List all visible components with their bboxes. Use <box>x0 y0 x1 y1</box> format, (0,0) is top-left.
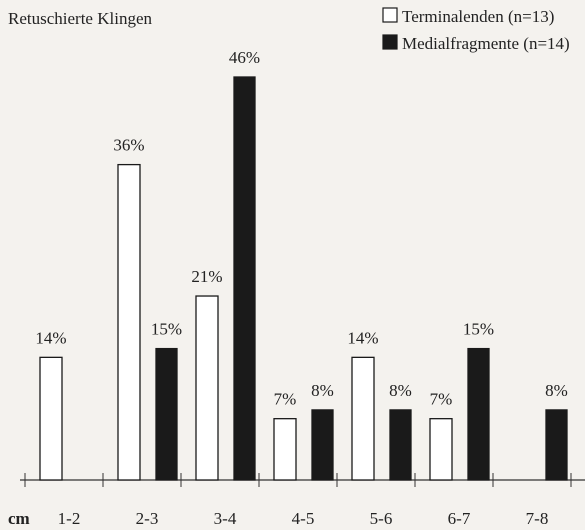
data-label: 46% <box>229 48 260 67</box>
x-tick-label: 2-3 <box>136 509 159 528</box>
chart-title: Retuschierte Klingen <box>8 9 152 28</box>
bar <box>467 347 490 481</box>
data-label: 7% <box>430 390 453 409</box>
data-label: 8% <box>311 381 334 400</box>
data-label: 8% <box>389 381 412 400</box>
x-tick-label: 6-7 <box>448 509 471 528</box>
bar <box>389 409 412 481</box>
x-tick-label: 7-8 <box>526 509 549 528</box>
data-label: 14% <box>35 328 66 347</box>
x-axis-label: cm <box>8 509 30 528</box>
bar <box>117 163 141 481</box>
bar <box>233 76 256 481</box>
data-label: 14% <box>347 328 378 347</box>
data-label: 21% <box>191 267 222 286</box>
x-tick-label: 4-5 <box>292 509 315 528</box>
bar <box>39 356 63 481</box>
legend-label: Medialfragmente (n=14) <box>402 34 570 53</box>
x-tick-label: 5-6 <box>370 509 393 528</box>
legend-swatch <box>382 7 398 23</box>
legend-label: Terminalenden (n=13) <box>402 7 554 26</box>
legend-swatch <box>382 34 398 50</box>
bar <box>155 347 178 481</box>
bar <box>195 295 219 481</box>
data-label: 15% <box>463 320 494 339</box>
bar <box>273 418 297 481</box>
data-label: 8% <box>545 381 568 400</box>
x-tick-label: 3-4 <box>214 509 237 528</box>
data-label: 7% <box>274 390 297 409</box>
bar <box>429 418 453 481</box>
bar <box>351 356 375 481</box>
x-tick-label: 1-2 <box>58 509 81 528</box>
bar <box>545 409 568 481</box>
bar <box>311 409 334 481</box>
data-label: 36% <box>113 136 144 155</box>
data-label: 15% <box>151 320 182 339</box>
